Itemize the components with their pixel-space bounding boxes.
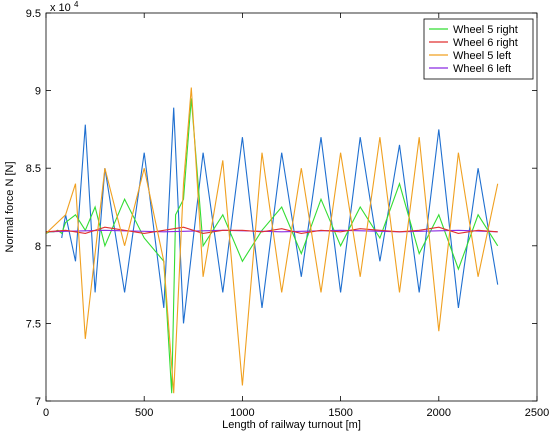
series-line-2: [45, 226, 498, 234]
y-tick-label: 9: [35, 86, 41, 98]
legend-entry: Wheel 6 left: [453, 63, 511, 75]
legend-entry: Wheel 5 left: [453, 50, 511, 62]
axes: 0 500 1000 1500 2000 2500 7 7.5 8 8.5 9 9.5: [26, 8, 550, 419]
x-tick-label: 2500: [525, 407, 549, 419]
x-axis-label: Length of railway turnout [m]: [222, 419, 361, 431]
x-tick-label: 2000: [427, 407, 451, 419]
x-tick-label: 1500: [328, 407, 352, 419]
y-tick-label: 7.5: [26, 318, 41, 330]
x-tick-label: 1000: [230, 407, 254, 419]
plot-area: [45, 87, 499, 394]
y-tick-label: 8: [35, 241, 41, 253]
y-tick-label: 7: [35, 396, 41, 408]
x-tick-label: 0: [43, 407, 49, 419]
y-exponent-power: 4: [74, 0, 79, 9]
y-tick-label: 8.5: [26, 163, 41, 175]
series-line-1: [45, 98, 499, 394]
y-tick-label: 9.5: [26, 8, 41, 20]
axes-box: [45, 12, 538, 402]
y-exponent-label: x 10: [50, 2, 71, 14]
legend-entry: Wheel 6 right: [453, 37, 518, 49]
x-tick-label: 500: [135, 407, 153, 419]
series-line-3: [45, 87, 499, 394]
legend-entry: Wheel 5 right: [453, 24, 518, 36]
y-axis-label: Normal force N [N]: [4, 161, 16, 252]
series-line-5: [61, 107, 499, 324]
